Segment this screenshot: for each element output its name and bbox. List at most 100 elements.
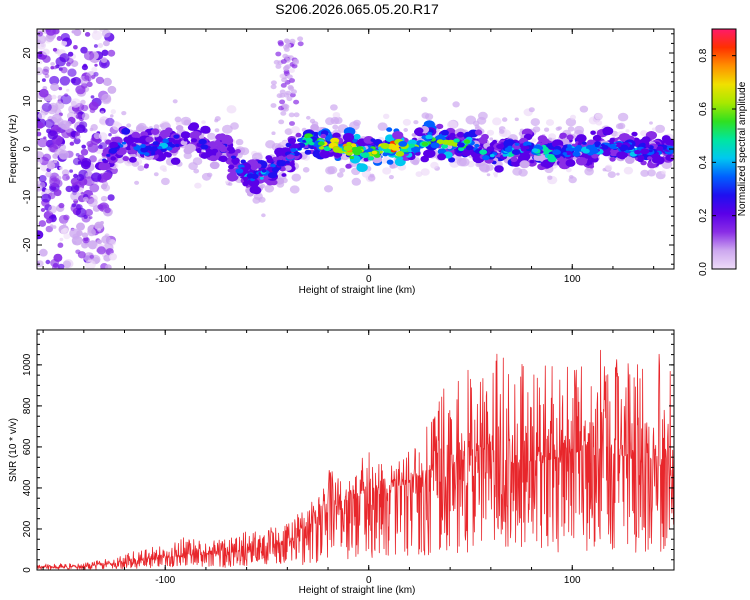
spectral-blob [183, 119, 191, 126]
spectral-blob [356, 163, 368, 173]
spectral-peak [547, 154, 555, 160]
spectral-peak [463, 139, 471, 144]
spectral-blob [58, 86, 63, 91]
spectral-blob [201, 172, 212, 181]
spectral-blob [430, 161, 439, 169]
spectral-blob [478, 162, 489, 172]
spectral-blob [446, 120, 458, 130]
spectral-blob [261, 213, 266, 218]
spectral-blob [108, 133, 112, 137]
spectral-blob [581, 153, 587, 158]
spectral-peak [514, 142, 520, 146]
spectral-blob [143, 164, 149, 169]
spectral-blob [37, 67, 44, 76]
spectral-blob [38, 60, 43, 65]
spectral-blob [207, 132, 216, 140]
spectral-blob [623, 166, 634, 175]
spectral-blob [45, 259, 51, 265]
spectral-peak [408, 143, 415, 148]
spectral-blob [84, 75, 90, 80]
spectral-blob [275, 64, 282, 69]
spectral-blob [37, 137, 48, 148]
spectral-peak [504, 147, 513, 153]
spectral-peak [567, 144, 572, 148]
spectral-blob [50, 83, 60, 92]
spectral-blob [53, 159, 58, 164]
spectral-peak [160, 148, 167, 152]
spectral-blob [107, 85, 117, 94]
spectral-blob [38, 175, 47, 183]
spectral-blob [285, 43, 292, 48]
spectral-blob [413, 120, 419, 125]
spectral-blob [76, 174, 85, 181]
spectral-peak [131, 143, 137, 147]
spectral-peak [308, 141, 315, 146]
spectral-blob [452, 101, 460, 108]
spectral-blob [280, 83, 287, 88]
spectral-blob [661, 170, 666, 175]
spectral-peak [552, 149, 561, 155]
spectral-blob [282, 53, 289, 59]
spectral-blob [47, 162, 56, 170]
spectral-blob [60, 33, 70, 42]
spectral-peak [211, 148, 219, 154]
spectral-blob [228, 182, 233, 186]
spectral-blob [609, 156, 616, 162]
spectral-blob [291, 173, 302, 182]
spectral-blob [41, 193, 51, 203]
spectral-blob [161, 177, 170, 186]
spectral-blob [579, 105, 589, 113]
spectral-peak [645, 144, 651, 148]
y-tick-label: 0 [22, 146, 33, 152]
spectral-blob [69, 141, 75, 146]
spectral-blob [402, 118, 411, 126]
spectral-blob [293, 99, 300, 105]
chart-title: S206.2026.065.05.20.R17 [275, 1, 439, 17]
spectral-blob [153, 172, 159, 177]
spectral-blob [100, 110, 105, 115]
spectral-blob [478, 111, 488, 120]
spectral-blob [93, 71, 99, 77]
spectral-peak [242, 176, 249, 181]
spectral-blob [226, 172, 239, 182]
spectral-blob [75, 204, 83, 211]
spectral-peak [489, 154, 495, 158]
spectral-peak [226, 146, 235, 152]
spectral-blob [56, 36, 63, 41]
spectral-blob [293, 112, 300, 118]
spectral-blob [81, 232, 89, 238]
spectral-blob [150, 128, 160, 135]
spectral-blob [153, 124, 160, 130]
spectral-blob [304, 149, 312, 155]
spectral-peak [367, 156, 375, 161]
spectral-blob [281, 77, 288, 83]
spectral-blob [225, 180, 229, 184]
spectral-peak [565, 146, 574, 152]
spectral-peak [259, 176, 264, 180]
spectral-blob [655, 124, 665, 134]
spectral-peak [609, 143, 618, 150]
spectral-blob [60, 40, 68, 47]
spectral-blob [530, 118, 540, 127]
spectral-blob [121, 127, 131, 135]
spectral-peak [371, 150, 378, 155]
spectral-blob [555, 126, 561, 131]
spectral-blob [45, 225, 53, 233]
spectral-blob [175, 125, 184, 131]
spectral-peak [148, 146, 158, 153]
spectral-blob [531, 138, 537, 143]
spectral-blob [59, 237, 64, 242]
spectral-blob [42, 68, 49, 76]
spectral-blob [567, 126, 575, 132]
y-tick-label: 800 [22, 397, 33, 414]
spectral-blob [437, 153, 447, 161]
spectral-blob [97, 228, 101, 232]
spectral-blob [102, 77, 112, 86]
spectral-blob [60, 94, 72, 105]
spectral-peak [465, 145, 474, 151]
spectral-blob [40, 208, 46, 212]
spectral-blob [277, 40, 284, 45]
spectral-blob [85, 259, 96, 269]
spectral-blob [91, 172, 102, 182]
